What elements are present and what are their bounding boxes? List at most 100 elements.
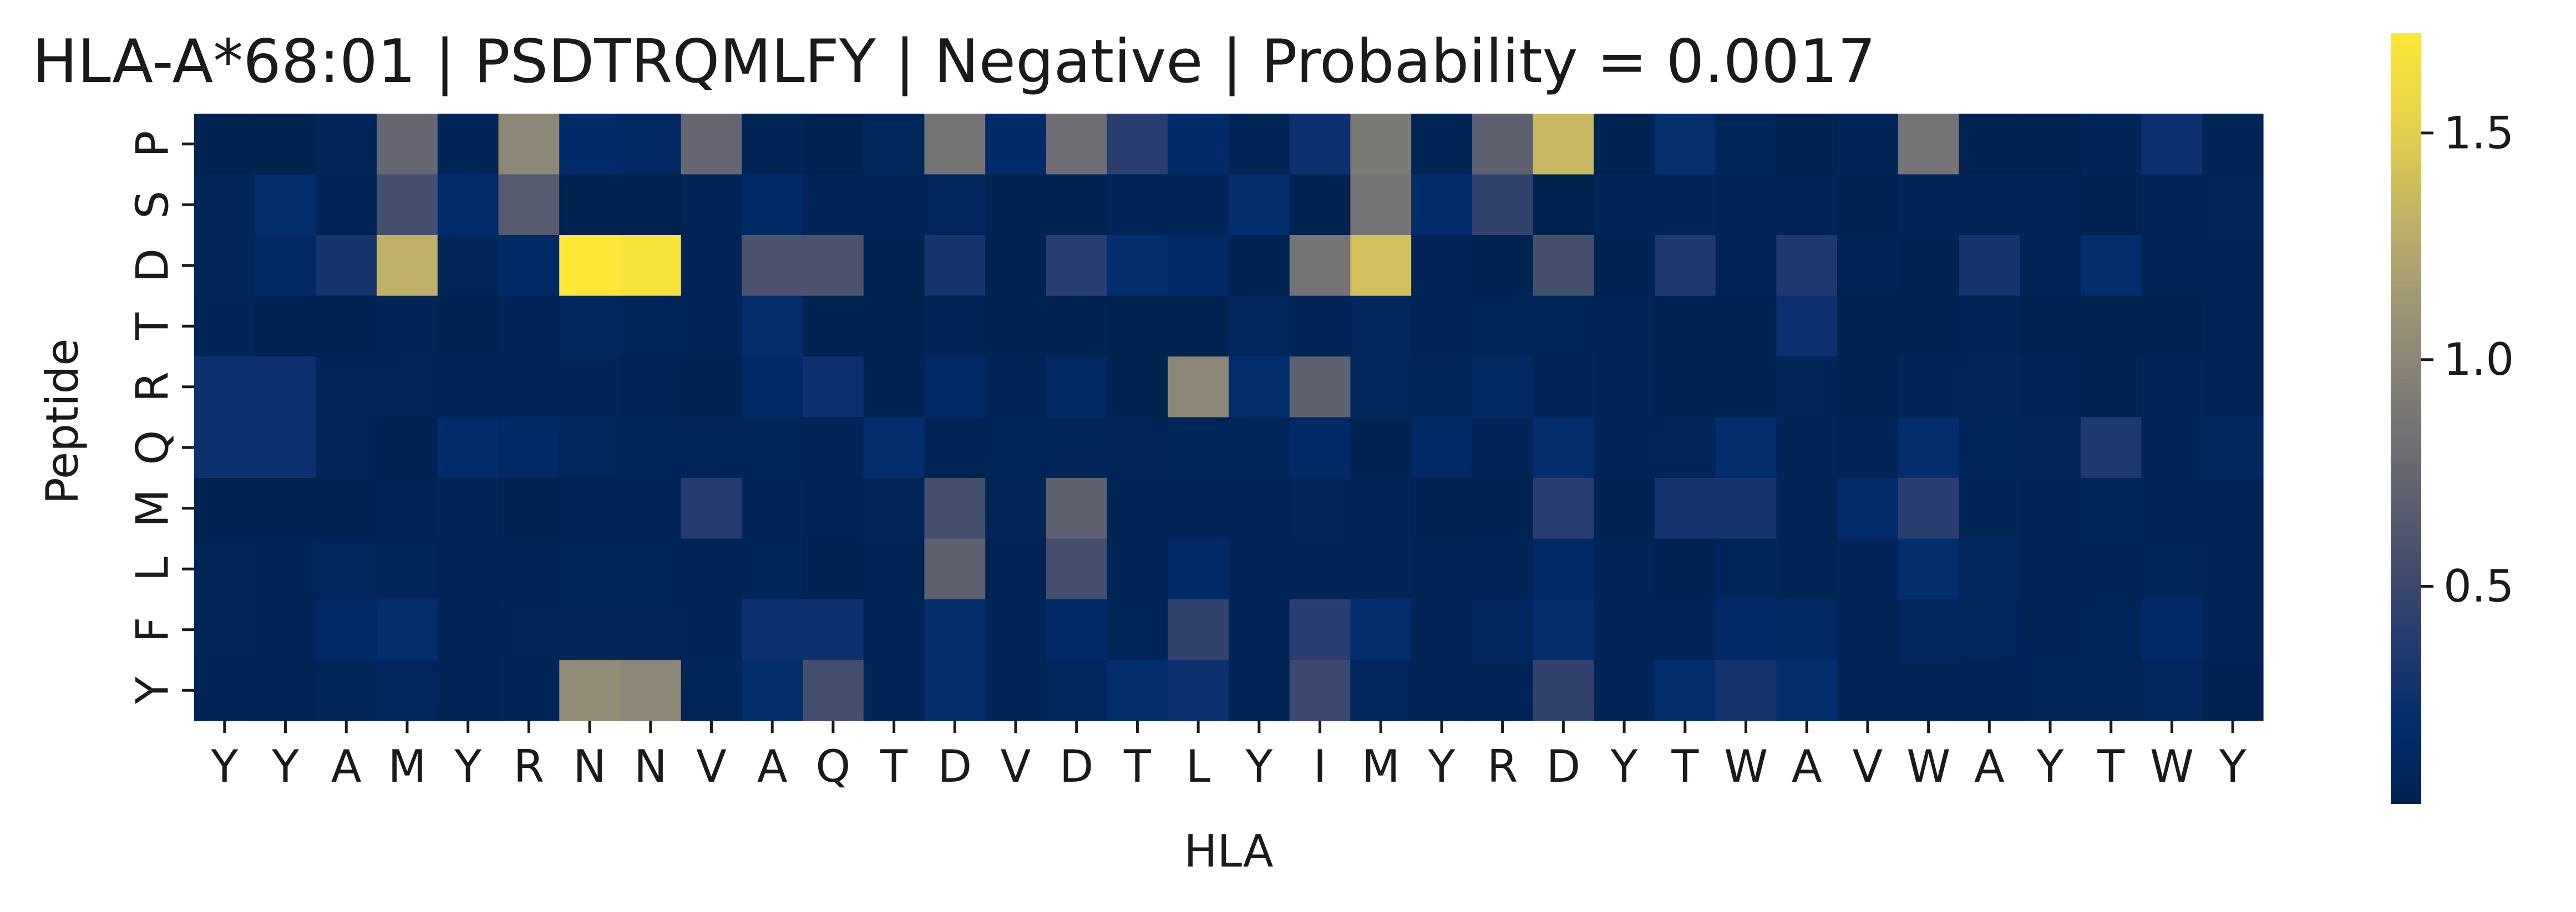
heatmap-cell	[499, 356, 560, 417]
heatmap-cell	[742, 478, 803, 539]
heatmap-cell	[985, 599, 1046, 660]
heatmap-cell	[1350, 235, 1411, 296]
heatmap-cell	[316, 660, 377, 721]
heatmap-cell	[1594, 175, 1655, 236]
heatmap-cell	[1594, 660, 1655, 721]
heatmap-cell	[620, 356, 681, 417]
heatmap-cell	[681, 417, 742, 478]
heatmap-cell	[1776, 175, 1837, 236]
heatmap-cell	[1898, 417, 1959, 478]
heatmap-cell	[438, 296, 499, 357]
y-tick-label: T	[127, 312, 179, 340]
heatmap-cell	[1229, 417, 1290, 478]
heatmap-cell	[1411, 114, 1472, 175]
heatmap-cell	[1168, 356, 1229, 417]
heatmap-cell	[1716, 296, 1777, 357]
heatmap-cell	[1472, 478, 1533, 539]
heatmap-cell	[1168, 478, 1229, 539]
heatmap-cell	[316, 235, 377, 296]
heatmap-cell	[1898, 599, 1959, 660]
x-tick-label: A	[1792, 741, 1822, 792]
heatmap-cell	[2202, 296, 2263, 357]
heatmap-cell	[194, 175, 255, 236]
heatmap-cell	[1776, 478, 1837, 539]
heatmap-cell	[1472, 114, 1533, 175]
heatmap-cell	[1594, 599, 1655, 660]
heatmap-cell	[1229, 235, 1290, 296]
heatmap-cell	[864, 417, 925, 478]
heatmap-cell	[1046, 114, 1107, 175]
heatmap-cell	[681, 296, 742, 357]
heatmap-cell	[924, 539, 985, 600]
heatmap-cell	[2202, 114, 2263, 175]
heatmap-cell	[2202, 539, 2263, 600]
heatmap-cell	[620, 478, 681, 539]
heatmap-cell	[316, 539, 377, 600]
heatmap-cell	[1229, 539, 1290, 600]
heatmap-cell	[2202, 660, 2263, 721]
heatmap-cell	[2020, 599, 2081, 660]
heatmap-cell	[559, 175, 620, 236]
heatmap-cell	[1594, 417, 1655, 478]
heatmap-cell	[255, 417, 316, 478]
x-tick-label: Y	[1428, 741, 1456, 792]
heatmap-cell	[377, 660, 438, 721]
heatmap-cell	[1594, 296, 1655, 357]
heatmap-cell	[864, 599, 925, 660]
heatmap-cell	[1776, 114, 1837, 175]
heatmap-cell	[742, 296, 803, 357]
heatmap-cell	[255, 660, 316, 721]
heatmap-cell	[1229, 660, 1290, 721]
heatmap-cell	[681, 235, 742, 296]
heatmap-cell	[1533, 417, 1594, 478]
heatmap-cell	[1655, 296, 1716, 357]
y-axis-label: Peptide	[37, 339, 88, 505]
x-tick-label: Y	[1245, 741, 1273, 792]
y-tick-label: F	[127, 617, 179, 643]
heatmap-cell	[1655, 478, 1716, 539]
x-tick-label: V	[696, 741, 727, 792]
heatmap-cell	[803, 296, 864, 357]
x-tick-label: W	[1724, 741, 1768, 792]
heatmap-cell	[985, 539, 1046, 600]
heatmap-cell	[438, 356, 499, 417]
heatmap-cell	[1776, 356, 1837, 417]
heatmap-cell	[924, 417, 985, 478]
heatmap-cell	[1776, 235, 1837, 296]
y-tick-label: Q	[127, 430, 179, 465]
heatmap-cell	[438, 660, 499, 721]
heatmap-cell	[1290, 235, 1351, 296]
heatmap-cell	[1533, 356, 1594, 417]
heatmap-cell	[1229, 296, 1290, 357]
heatmap-cell	[681, 356, 742, 417]
heatmap-cell	[620, 175, 681, 236]
heatmap-cell	[2142, 114, 2203, 175]
heatmap-cell	[2142, 235, 2203, 296]
heatmap-cell	[1350, 175, 1411, 236]
x-tick-label: T	[2097, 741, 2125, 792]
heatmap-cell	[1655, 539, 1716, 600]
heatmap-cell	[1898, 478, 1959, 539]
heatmap-cell	[1290, 175, 1351, 236]
heatmap-cell	[742, 356, 803, 417]
heatmap-cell	[1472, 356, 1533, 417]
heatmap-cell	[1837, 296, 1898, 357]
heatmap-cell	[803, 356, 864, 417]
heatmap-cell	[742, 539, 803, 600]
heatmap-cell	[438, 539, 499, 600]
heatmap-cell	[2142, 296, 2203, 357]
heatmap-cell	[803, 175, 864, 236]
heatmap-cell	[559, 539, 620, 600]
heatmap-cell	[1168, 539, 1229, 600]
x-tick-label: Y	[454, 741, 482, 792]
heatmap-cell	[1776, 660, 1837, 721]
heatmap-cell	[620, 296, 681, 357]
heatmap-cell	[1168, 417, 1229, 478]
heatmap-cell	[1959, 599, 2020, 660]
heatmap-cell	[1472, 539, 1533, 600]
x-tick-label: I	[1314, 741, 1327, 792]
heatmap-cell	[316, 356, 377, 417]
heatmap-cell	[255, 114, 316, 175]
heatmap-cell	[1350, 539, 1411, 600]
x-tick-label: Y	[2036, 741, 2065, 792]
